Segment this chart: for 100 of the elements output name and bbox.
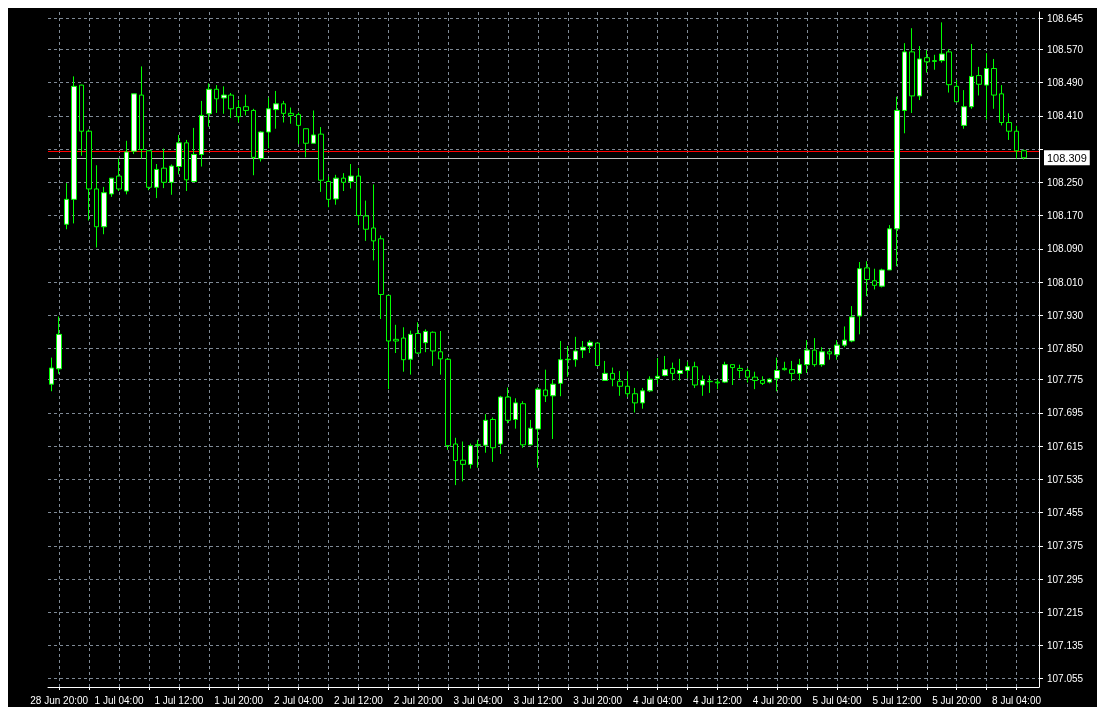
candlestick bbox=[991, 58, 997, 110]
candlestick bbox=[296, 112, 301, 145]
candlestick bbox=[109, 177, 114, 198]
candlestick bbox=[999, 84, 1004, 126]
candlestick bbox=[902, 42, 907, 134]
candlestick bbox=[842, 325, 847, 348]
candlestick bbox=[520, 400, 526, 449]
candlestick bbox=[804, 339, 810, 374]
candlestick bbox=[602, 360, 608, 381]
candlestick bbox=[827, 348, 832, 361]
y-tick-label: 107.375 bbox=[1047, 540, 1084, 552]
x-tick-label: 4 Jul 12:00 bbox=[692, 694, 743, 706]
candlestick bbox=[1006, 112, 1012, 141]
y-tick-label: 108.570 bbox=[1047, 43, 1084, 55]
y-tick-label: 107.695 bbox=[1047, 407, 1084, 419]
candlestick bbox=[647, 375, 653, 393]
x-tick-label: 5 Jul 20:00 bbox=[932, 694, 982, 706]
x-tick-label: 4 Jul 04:00 bbox=[633, 694, 683, 706]
candlestick bbox=[124, 140, 129, 195]
candlestick bbox=[468, 443, 473, 470]
candlestick bbox=[550, 379, 556, 440]
candlestick bbox=[535, 387, 541, 469]
candlestick bbox=[969, 43, 974, 110]
candlestick bbox=[1014, 125, 1019, 160]
candlestick bbox=[79, 84, 84, 157]
candlestick bbox=[453, 437, 458, 486]
candlestick bbox=[685, 361, 690, 379]
candlestick bbox=[655, 357, 660, 385]
candlestick bbox=[206, 82, 212, 128]
x-tick-label: 2 Jul 12:00 bbox=[333, 694, 384, 706]
candlestick bbox=[587, 339, 593, 354]
candlestick bbox=[266, 97, 271, 149]
y-tick-label: 108.645 bbox=[1047, 12, 1084, 24]
candlestick bbox=[393, 324, 399, 354]
x-tick-label: 5 Jul 12:00 bbox=[872, 694, 922, 706]
candlestick bbox=[894, 96, 900, 267]
candlestick bbox=[214, 84, 219, 114]
candlestick bbox=[273, 90, 279, 130]
candlestick bbox=[662, 355, 668, 377]
candlestick bbox=[311, 109, 316, 144]
candlestick bbox=[326, 175, 331, 208]
candlestick bbox=[677, 358, 683, 381]
candlestick bbox=[797, 358, 802, 381]
candlestick bbox=[640, 387, 645, 410]
candlestick bbox=[774, 357, 780, 392]
x-tick-label: 1 Jul 20:00 bbox=[214, 694, 264, 706]
candlestick bbox=[573, 336, 578, 368]
candlestick bbox=[438, 330, 443, 376]
candlestick bbox=[864, 260, 870, 297]
y-tick-label: 107.455 bbox=[1047, 507, 1084, 519]
y-tick-label: 108.090 bbox=[1047, 243, 1084, 255]
y-tick-label: 108.490 bbox=[1047, 77, 1084, 89]
candlestick bbox=[767, 377, 772, 384]
candlestick bbox=[752, 371, 758, 390]
candlestick bbox=[857, 261, 862, 335]
x-tick-label: 1 Jul 04:00 bbox=[94, 694, 144, 706]
x-tick-label: 2 Jul 04:00 bbox=[274, 694, 324, 706]
candlestick bbox=[56, 315, 62, 375]
x-tick-label: 3 Jul 12:00 bbox=[513, 694, 563, 706]
x-tick-label: 3 Jul 04:00 bbox=[453, 694, 503, 706]
candlestick bbox=[49, 357, 54, 392]
candlestick bbox=[917, 45, 922, 101]
candlestick bbox=[131, 93, 137, 155]
candlestick bbox=[243, 94, 249, 116]
candlestick bbox=[812, 337, 817, 368]
candlestick bbox=[595, 342, 600, 366]
candlestick bbox=[475, 439, 481, 469]
candlestick bbox=[490, 416, 496, 463]
candlestick bbox=[879, 268, 885, 288]
y-tick-label: 108.250 bbox=[1047, 176, 1084, 188]
candlestick bbox=[505, 387, 511, 424]
y-tick-label: 107.135 bbox=[1047, 639, 1084, 651]
candlestick bbox=[513, 397, 518, 430]
candlestick bbox=[722, 361, 728, 384]
candlestick bbox=[408, 330, 413, 376]
x-tick-label: 2 Jul 20:00 bbox=[393, 694, 444, 706]
candlestick bbox=[849, 305, 855, 343]
candlestick bbox=[460, 441, 466, 482]
x-tick-label: 28 Jun 20:00 bbox=[30, 694, 89, 706]
candlestick bbox=[543, 369, 548, 403]
candlestick bbox=[281, 100, 286, 123]
candlestick bbox=[116, 158, 122, 192]
candlestick bbox=[71, 75, 77, 224]
candlestick bbox=[789, 360, 795, 382]
candlestick bbox=[700, 374, 705, 397]
candlestick bbox=[101, 186, 107, 235]
candlestick bbox=[139, 65, 144, 160]
y-tick-label: 107.055 bbox=[1047, 673, 1084, 685]
candlestick bbox=[258, 130, 264, 163]
candlestick bbox=[184, 139, 189, 192]
candlestick bbox=[976, 66, 982, 96]
candlestick bbox=[64, 182, 69, 230]
candlestick bbox=[169, 163, 174, 196]
candlestick bbox=[872, 268, 877, 290]
y-tick-label: 107.615 bbox=[1047, 440, 1084, 452]
y-tick-label: 107.850 bbox=[1047, 342, 1084, 354]
candlestick bbox=[303, 128, 309, 158]
y-tick-label: 107.295 bbox=[1047, 573, 1084, 585]
candlestick bbox=[909, 27, 915, 114]
x-tick-label: 1 Jul 12:00 bbox=[154, 694, 204, 706]
